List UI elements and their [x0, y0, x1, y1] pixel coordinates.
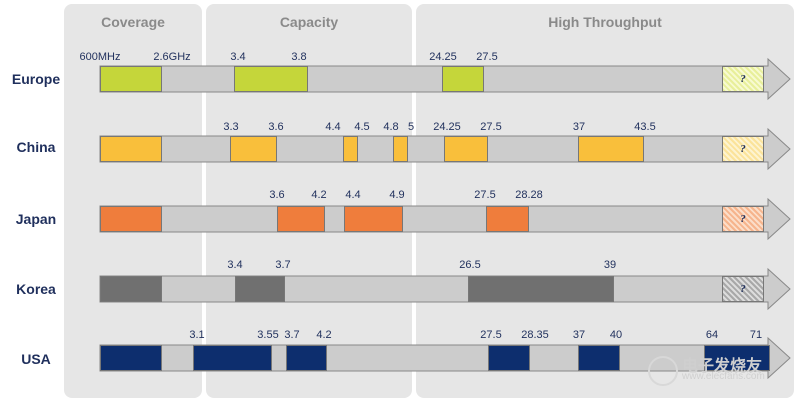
band-segment	[100, 136, 162, 162]
band-japan: ?	[99, 197, 791, 241]
band-china: ?	[99, 127, 791, 171]
watermark-url: www.elecfans.com	[682, 371, 765, 382]
region-label-europe: Europe	[11, 71, 61, 87]
watermark-text: 电子发烧友	[682, 358, 763, 375]
freq-label: 4.2	[311, 189, 327, 201]
band-segment	[442, 66, 484, 92]
question-box: ?	[722, 136, 764, 162]
freq-label: 3.7	[284, 329, 300, 341]
band-segment	[578, 136, 644, 162]
freq-label: 3.6	[269, 189, 285, 201]
freq-label: 3.55	[257, 329, 279, 341]
freq-label: 3.3	[223, 121, 239, 133]
freq-label: 27.5	[476, 51, 498, 63]
watermark: 电子发烧友 www.elecfans.com	[648, 352, 794, 386]
freq-label: 3.1	[189, 329, 205, 341]
high-throughput-title: High Throughput	[548, 14, 662, 30]
band-segment	[486, 206, 529, 232]
band-europe: ?	[99, 57, 791, 101]
freq-label: 39	[603, 259, 617, 271]
freq-label: 4.5	[354, 121, 370, 133]
freq-label: 27.5	[480, 329, 502, 341]
freq-label: 37	[572, 121, 586, 133]
freq-label: 3.4	[230, 51, 246, 63]
freq-label: 4.2	[316, 329, 332, 341]
band-segment	[704, 345, 770, 371]
freq-label: 3.6	[268, 121, 284, 133]
freq-label: 24.25	[429, 51, 457, 63]
region-label-japan: Japan	[15, 211, 57, 227]
band-segment	[100, 206, 162, 232]
freq-label: 24.25	[433, 121, 461, 133]
band-segment	[488, 345, 530, 371]
band-segment	[100, 345, 162, 371]
capacity-title: Capacity	[279, 14, 339, 30]
region-label-china: China	[16, 139, 56, 155]
watermark-logo-icon	[648, 356, 678, 386]
question-box: ?	[722, 66, 764, 92]
band-segment	[468, 276, 614, 302]
freq-label: 27.5	[480, 121, 502, 133]
band-segment	[444, 136, 488, 162]
freq-label: 3.4	[227, 259, 243, 271]
band-segment	[193, 345, 272, 371]
freq-label: 4.9	[389, 189, 405, 201]
band-segment	[578, 345, 620, 371]
freq-label: 37	[572, 329, 586, 341]
freq-label: 26.5	[459, 259, 481, 271]
freq-label: 4.4	[325, 121, 341, 133]
freq-label: 71	[749, 329, 763, 341]
freq-label: 43.5	[634, 121, 656, 133]
question-box: ?	[722, 206, 764, 232]
region-label-korea: Korea	[16, 281, 56, 297]
band-segment	[234, 66, 308, 92]
freq-label: 3.8	[291, 51, 307, 63]
band-korea: ?	[99, 267, 791, 311]
band-arrow	[99, 267, 791, 311]
band-segment	[393, 136, 408, 162]
freq-label: 4.4	[345, 189, 361, 201]
band-segment	[277, 206, 325, 232]
band-segment	[100, 66, 162, 92]
band-usa	[99, 336, 791, 380]
band-segment	[343, 136, 358, 162]
freq-label: 5	[407, 121, 415, 133]
band-segment	[235, 276, 285, 302]
freq-label: 28.35	[521, 329, 549, 341]
freq-label: 40	[609, 329, 623, 341]
freq-label: 3.7	[275, 259, 291, 271]
band-segment	[344, 206, 403, 232]
band-arrow	[99, 197, 791, 241]
coverage-title: Coverage	[101, 14, 165, 30]
freq-label: 28.28	[515, 189, 543, 201]
freq-label: 64	[705, 329, 719, 341]
band-segment	[100, 276, 162, 302]
question-box: ?	[722, 276, 764, 302]
freq-label: 2.6GHz	[153, 51, 191, 63]
band-segment	[230, 136, 277, 162]
band-segment	[286, 345, 327, 371]
freq-label: 600MHz	[79, 51, 121, 63]
freq-label: 27.5	[474, 189, 496, 201]
region-label-usa: USA	[21, 351, 51, 367]
freq-label: 4.8	[383, 121, 399, 133]
